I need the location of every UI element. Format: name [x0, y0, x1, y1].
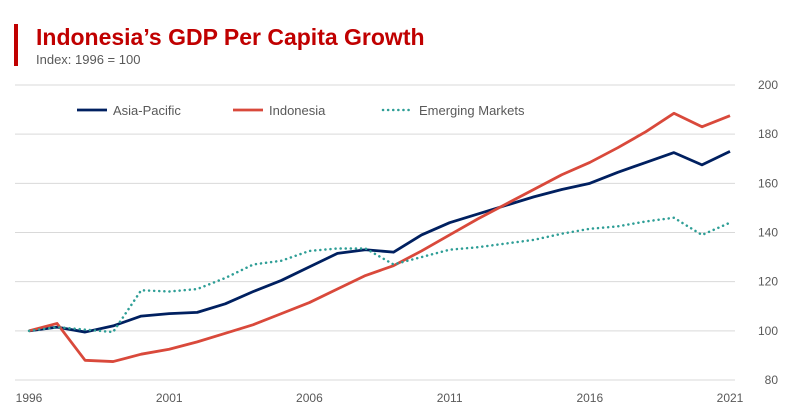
legend-label: Emerging Markets — [419, 103, 525, 118]
x-tick-label: 2006 — [296, 391, 323, 405]
x-tick-label: 2016 — [576, 391, 603, 405]
legend-label: Indonesia — [269, 103, 326, 118]
series-line-asia-pacific — [28, 150, 731, 334]
x-tick-label: 2001 — [156, 391, 183, 405]
title-accent-bar — [14, 24, 18, 66]
y-tick-label: 200 — [758, 78, 778, 92]
series-line-emerging-markets — [27, 216, 732, 334]
chart-title: Indonesia’s GDP Per Capita Growth — [36, 24, 425, 50]
y-tick-label: 120 — [758, 275, 778, 289]
x-tick-label: 2011 — [437, 391, 463, 405]
x-tick-label: 1996 — [16, 391, 43, 405]
y-tick-label: 100 — [758, 324, 778, 338]
legend-label: Asia-Pacific — [113, 103, 181, 118]
x-tick-label: 2021 — [717, 391, 744, 405]
chart-subtitle: Index: 1996 = 100 — [36, 52, 141, 67]
y-tick-label: 160 — [758, 176, 778, 190]
y-tick-label: 80 — [765, 373, 779, 387]
y-tick-label: 180 — [758, 127, 778, 141]
series-line-indonesia — [28, 111, 731, 363]
y-tick-label: 140 — [758, 226, 778, 240]
